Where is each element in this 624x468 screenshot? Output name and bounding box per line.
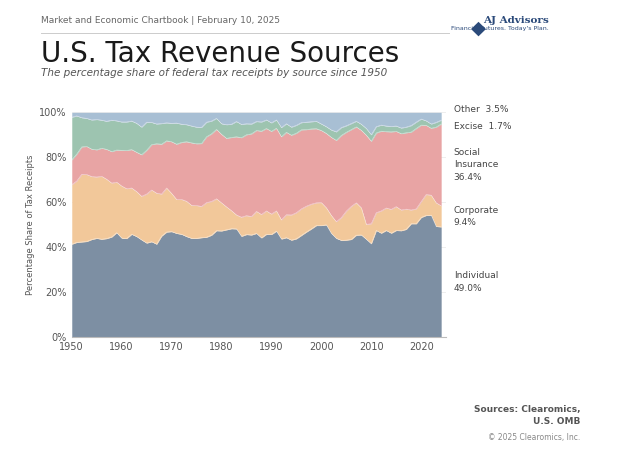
Text: U.S. Tax Revenue Sources: U.S. Tax Revenue Sources (41, 40, 399, 68)
Text: AJ Advisors: AJ Advisors (484, 16, 549, 25)
Text: The percentage share of federal tax receipts by source since 1950: The percentage share of federal tax rece… (41, 68, 387, 78)
Text: Market and Economic Chartbook | February 10, 2025: Market and Economic Chartbook | February… (41, 16, 280, 25)
Text: Excise  1.7%: Excise 1.7% (454, 122, 511, 131)
Text: © 2025 Clearomics, Inc.: © 2025 Clearomics, Inc. (488, 433, 580, 442)
Text: Social
Insurance
36.4%: Social Insurance 36.4% (454, 148, 498, 182)
Text: Sources: Clearomics,: Sources: Clearomics, (474, 405, 580, 414)
Y-axis label: Percentage Share of Tax Receipts: Percentage Share of Tax Receipts (26, 154, 35, 295)
Text: Corporate
9.4%: Corporate 9.4% (454, 205, 499, 227)
Text: Individual
49.0%: Individual 49.0% (454, 271, 498, 292)
Text: U.S. OMB: U.S. OMB (533, 417, 580, 425)
Text: Other  3.5%: Other 3.5% (454, 105, 508, 114)
Text: Financial Futures. Today's Plan.: Financial Futures. Today's Plan. (451, 26, 549, 31)
Text: ◆: ◆ (471, 19, 486, 38)
